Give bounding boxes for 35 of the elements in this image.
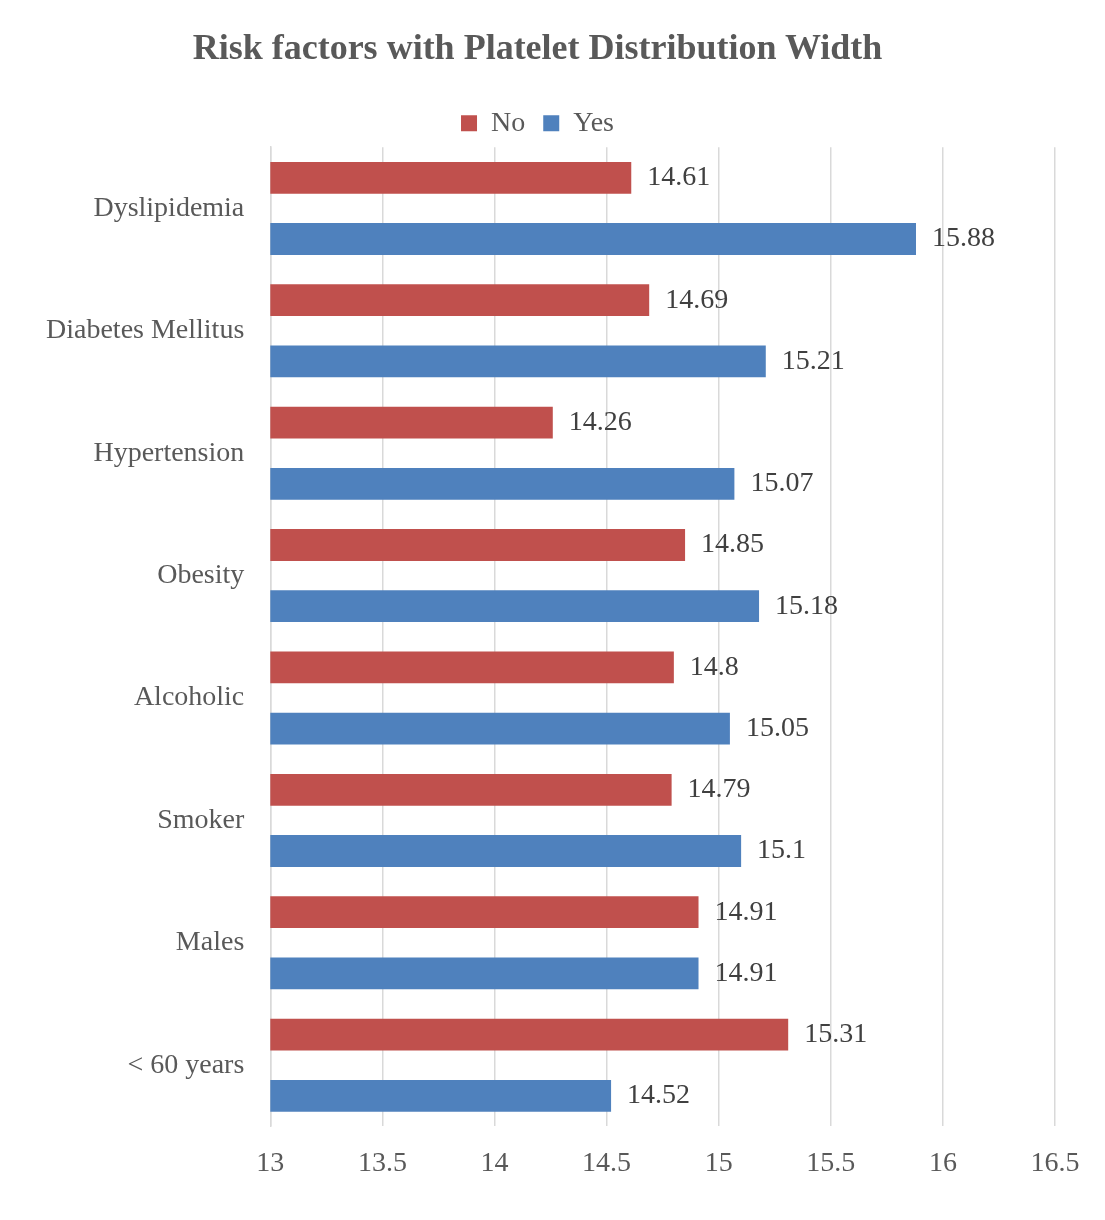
y-tick-label: Alcoholic <box>133 680 245 712</box>
y-tick-label: Males <box>175 925 245 957</box>
data-label: 14.8 <box>689 649 739 681</box>
data-label: 14.69 <box>665 282 729 314</box>
x-tick-label: 15.5 <box>806 1145 856 1177</box>
y-tick-label: < 60 years <box>127 1047 245 1079</box>
data-label: 15.1 <box>757 833 807 865</box>
x-tick-label: 16.5 <box>1030 1145 1080 1177</box>
data-label: 14.91 <box>714 955 778 987</box>
x-tick-label: 16 <box>928 1145 957 1177</box>
y-tick-label: Diabetes Mellitus <box>46 313 245 345</box>
x-tick-label: 13.5 <box>357 1145 407 1177</box>
y-tick-label: Smoker <box>157 802 245 834</box>
y-tick-label: Obesity <box>157 557 245 589</box>
data-label: 14.85 <box>701 527 765 559</box>
legend-label: No <box>491 105 526 137</box>
data-label: 15.31 <box>804 1016 868 1048</box>
data-label: 15.88 <box>932 221 995 253</box>
legend-label: Yes <box>573 105 614 137</box>
x-tick-label: 14.5 <box>582 1145 632 1177</box>
data-label: 15.07 <box>750 466 814 498</box>
data-label: 14.61 <box>647 160 711 192</box>
data-label: 14.52 <box>627 1078 691 1110</box>
y-tick-label: Hypertension <box>93 435 245 467</box>
chart-title: Risk factors with Platelet Distribution Width <box>192 26 883 67</box>
x-tick-label: 13 <box>256 1145 285 1177</box>
x-tick-label: 15 <box>704 1145 733 1177</box>
data-label: 14.26 <box>568 404 632 436</box>
data-label: 15.05 <box>745 710 809 742</box>
data-label: 15.21 <box>781 343 845 375</box>
data-label: 14.91 <box>714 894 778 926</box>
x-tick-label: 14 <box>480 1145 509 1177</box>
data-label: 15.18 <box>775 588 839 620</box>
data-label: 14.79 <box>687 772 751 804</box>
y-tick-label: Dyslipidemia <box>93 190 245 222</box>
